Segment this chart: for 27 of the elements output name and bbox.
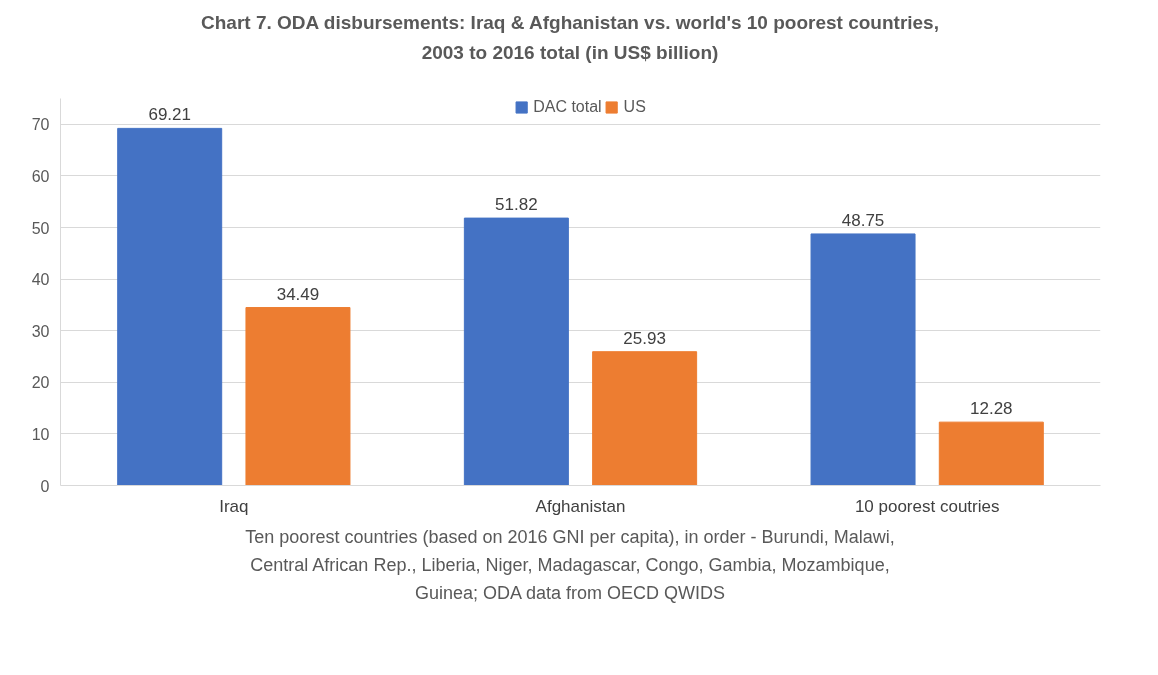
y-tick-label: 20 (31, 374, 50, 392)
y-tick-label: 10 (31, 425, 50, 443)
x-tick-label: Afghanistan (535, 496, 626, 516)
chart-title: Chart 7. ODA disbursements: Iraq & Afghanistan vs. world's 10 poorest countries, 2003 to 2016 total (in US$ billion) (201, 11, 939, 65)
text: Ten poorest countries (based on 2016 GNI per capita), in order - Burundi, Malawi, Central African Rep., Liberia, Niger, Madagascar, Congo, Gambia, Mozambique, Guinea; ODA data from OECD QWIDS (245, 526, 895, 605)
y-tick-label: 70 (31, 116, 50, 134)
bar (117, 127, 223, 486)
bar (463, 217, 569, 486)
bar (938, 421, 1044, 486)
y-tick-label: 30 (31, 322, 50, 340)
y-tick-label: 60 (31, 167, 50, 185)
y-tick-label: 0 (40, 477, 50, 495)
bar (592, 351, 698, 486)
legend-label: DAC total (533, 98, 602, 116)
data-label: 48.75 (841, 210, 885, 230)
bar (245, 307, 351, 486)
data-label: 51.82 (495, 195, 538, 215)
data-label: 69.21 (148, 105, 191, 125)
x-tick-label: 10 poorest coutries (854, 496, 1000, 516)
y-tick-label: 40 (31, 271, 50, 289)
data-label: 34.49 (276, 284, 320, 304)
y-tick-label: 50 (31, 219, 50, 237)
legend-label: US (623, 98, 646, 116)
data-label: 25.93 (623, 328, 666, 348)
x-tick-label: Iraq (219, 496, 249, 516)
data-label: 12.28 (970, 399, 1013, 419)
bar (810, 233, 916, 486)
